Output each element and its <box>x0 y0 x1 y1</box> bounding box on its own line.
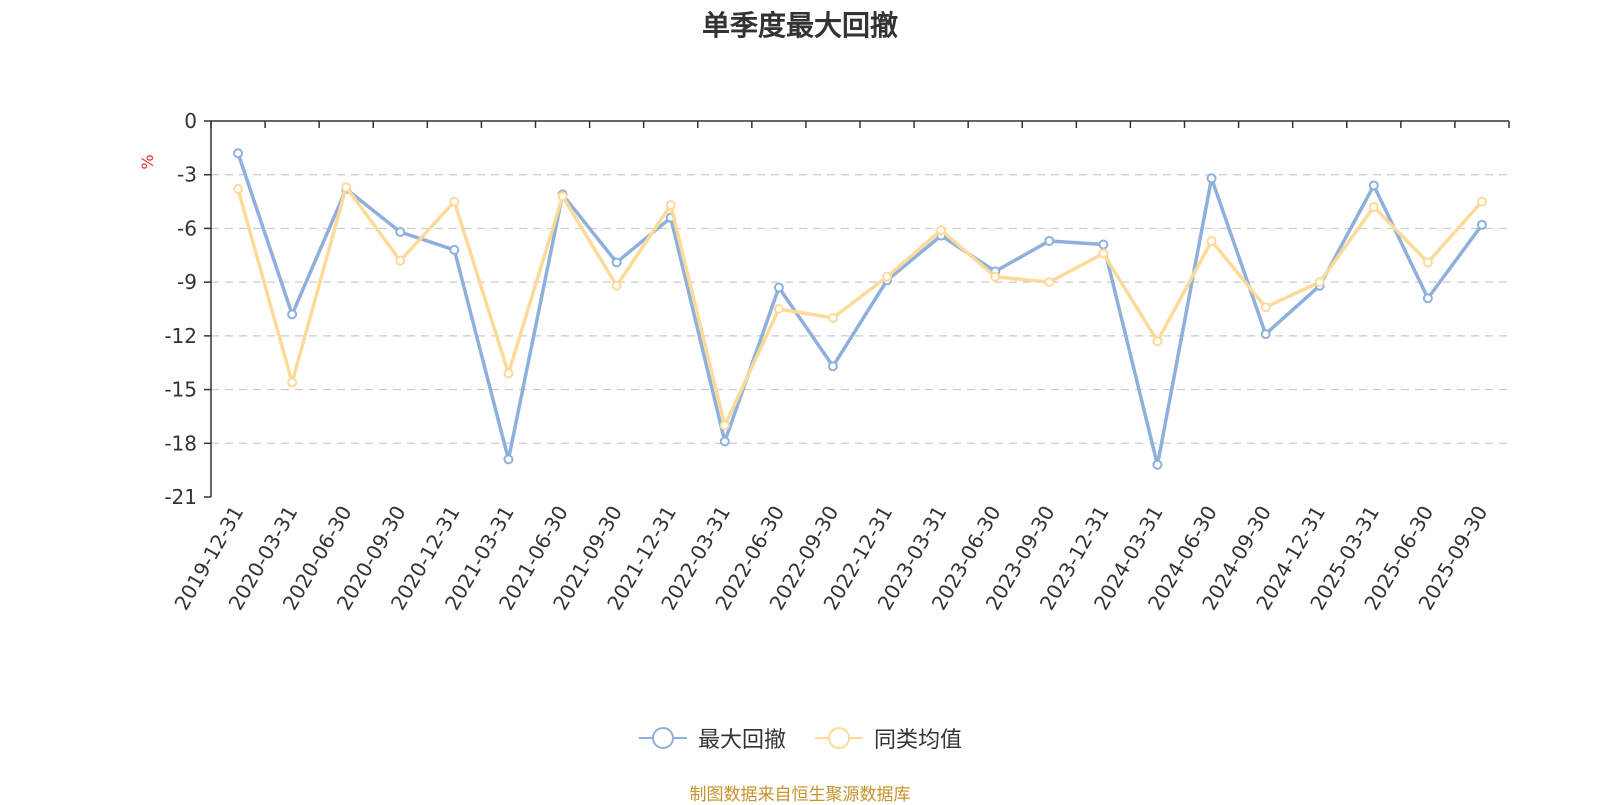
y-tick-label: -9 <box>177 270 197 294</box>
circle-line-icon <box>815 727 863 749</box>
data-point <box>1368 201 1379 212</box>
grid-lines <box>211 174 1509 444</box>
data-point <box>395 255 406 266</box>
series-line <box>236 185 1484 428</box>
data-point <box>990 271 1001 282</box>
y-tick-label: -3 <box>177 163 197 187</box>
data-point <box>1422 293 1433 304</box>
data-point <box>1422 257 1433 268</box>
data-point <box>1260 329 1271 340</box>
data-point <box>449 196 460 207</box>
data-point <box>557 191 568 202</box>
data-point <box>1098 239 1109 250</box>
data-point <box>395 227 406 238</box>
data-point <box>773 304 784 314</box>
data-point <box>719 436 730 447</box>
data-point <box>1152 336 1163 347</box>
data-point <box>1476 196 1487 207</box>
data-point <box>1206 235 1217 246</box>
y-tick-label: -18 <box>164 431 197 455</box>
data-point <box>719 420 730 431</box>
y-tick-label: -15 <box>164 378 197 402</box>
legend-label: 同类均值 <box>874 728 963 753</box>
data-point <box>1044 235 1055 246</box>
data-point <box>503 368 514 379</box>
y-tick-label: -6 <box>177 216 197 240</box>
data-point <box>611 280 622 291</box>
legend-label: 最大回撤 <box>697 728 786 753</box>
y-axis-unit-label: % <box>138 154 157 169</box>
data-point <box>1152 459 1163 470</box>
y-tick-label: 0 <box>184 109 197 133</box>
legend-item-series-1[interactable]: 最大回撤 <box>638 722 786 754</box>
data-point <box>1098 248 1109 259</box>
legend: 最大回撤 同类均值 <box>0 722 1600 754</box>
series-1 <box>233 148 1487 470</box>
data-point <box>773 282 784 293</box>
legend-item-series-2[interactable]: 同类均值 <box>814 722 962 754</box>
data-point <box>665 200 676 211</box>
data-point <box>341 182 352 193</box>
data-point <box>611 257 622 268</box>
series-2 <box>233 182 1487 431</box>
data-point <box>1044 277 1055 288</box>
data-point <box>1260 302 1271 313</box>
y-tick-label: -21 <box>164 485 197 509</box>
data-point <box>936 225 947 236</box>
source-note: 制图数据来自恒生聚源数据库 <box>689 785 911 805</box>
data-point <box>1206 173 1217 184</box>
data-point <box>287 309 298 320</box>
series-lines <box>233 148 1487 470</box>
circle-line-icon <box>638 727 687 749</box>
data-point <box>882 271 893 282</box>
data-point <box>503 454 514 465</box>
data-point <box>233 184 244 195</box>
data-point <box>827 312 838 323</box>
data-point <box>449 244 460 255</box>
series-line <box>236 152 1484 467</box>
data-point <box>1368 180 1379 191</box>
chart-title: 单季度最大回撤 <box>701 9 898 42</box>
data-point <box>233 148 244 159</box>
data-point <box>1314 277 1325 288</box>
data-point <box>1476 219 1487 230</box>
y-tick-label: -12 <box>164 324 197 348</box>
data-point <box>827 361 838 372</box>
data-point <box>287 377 298 388</box>
